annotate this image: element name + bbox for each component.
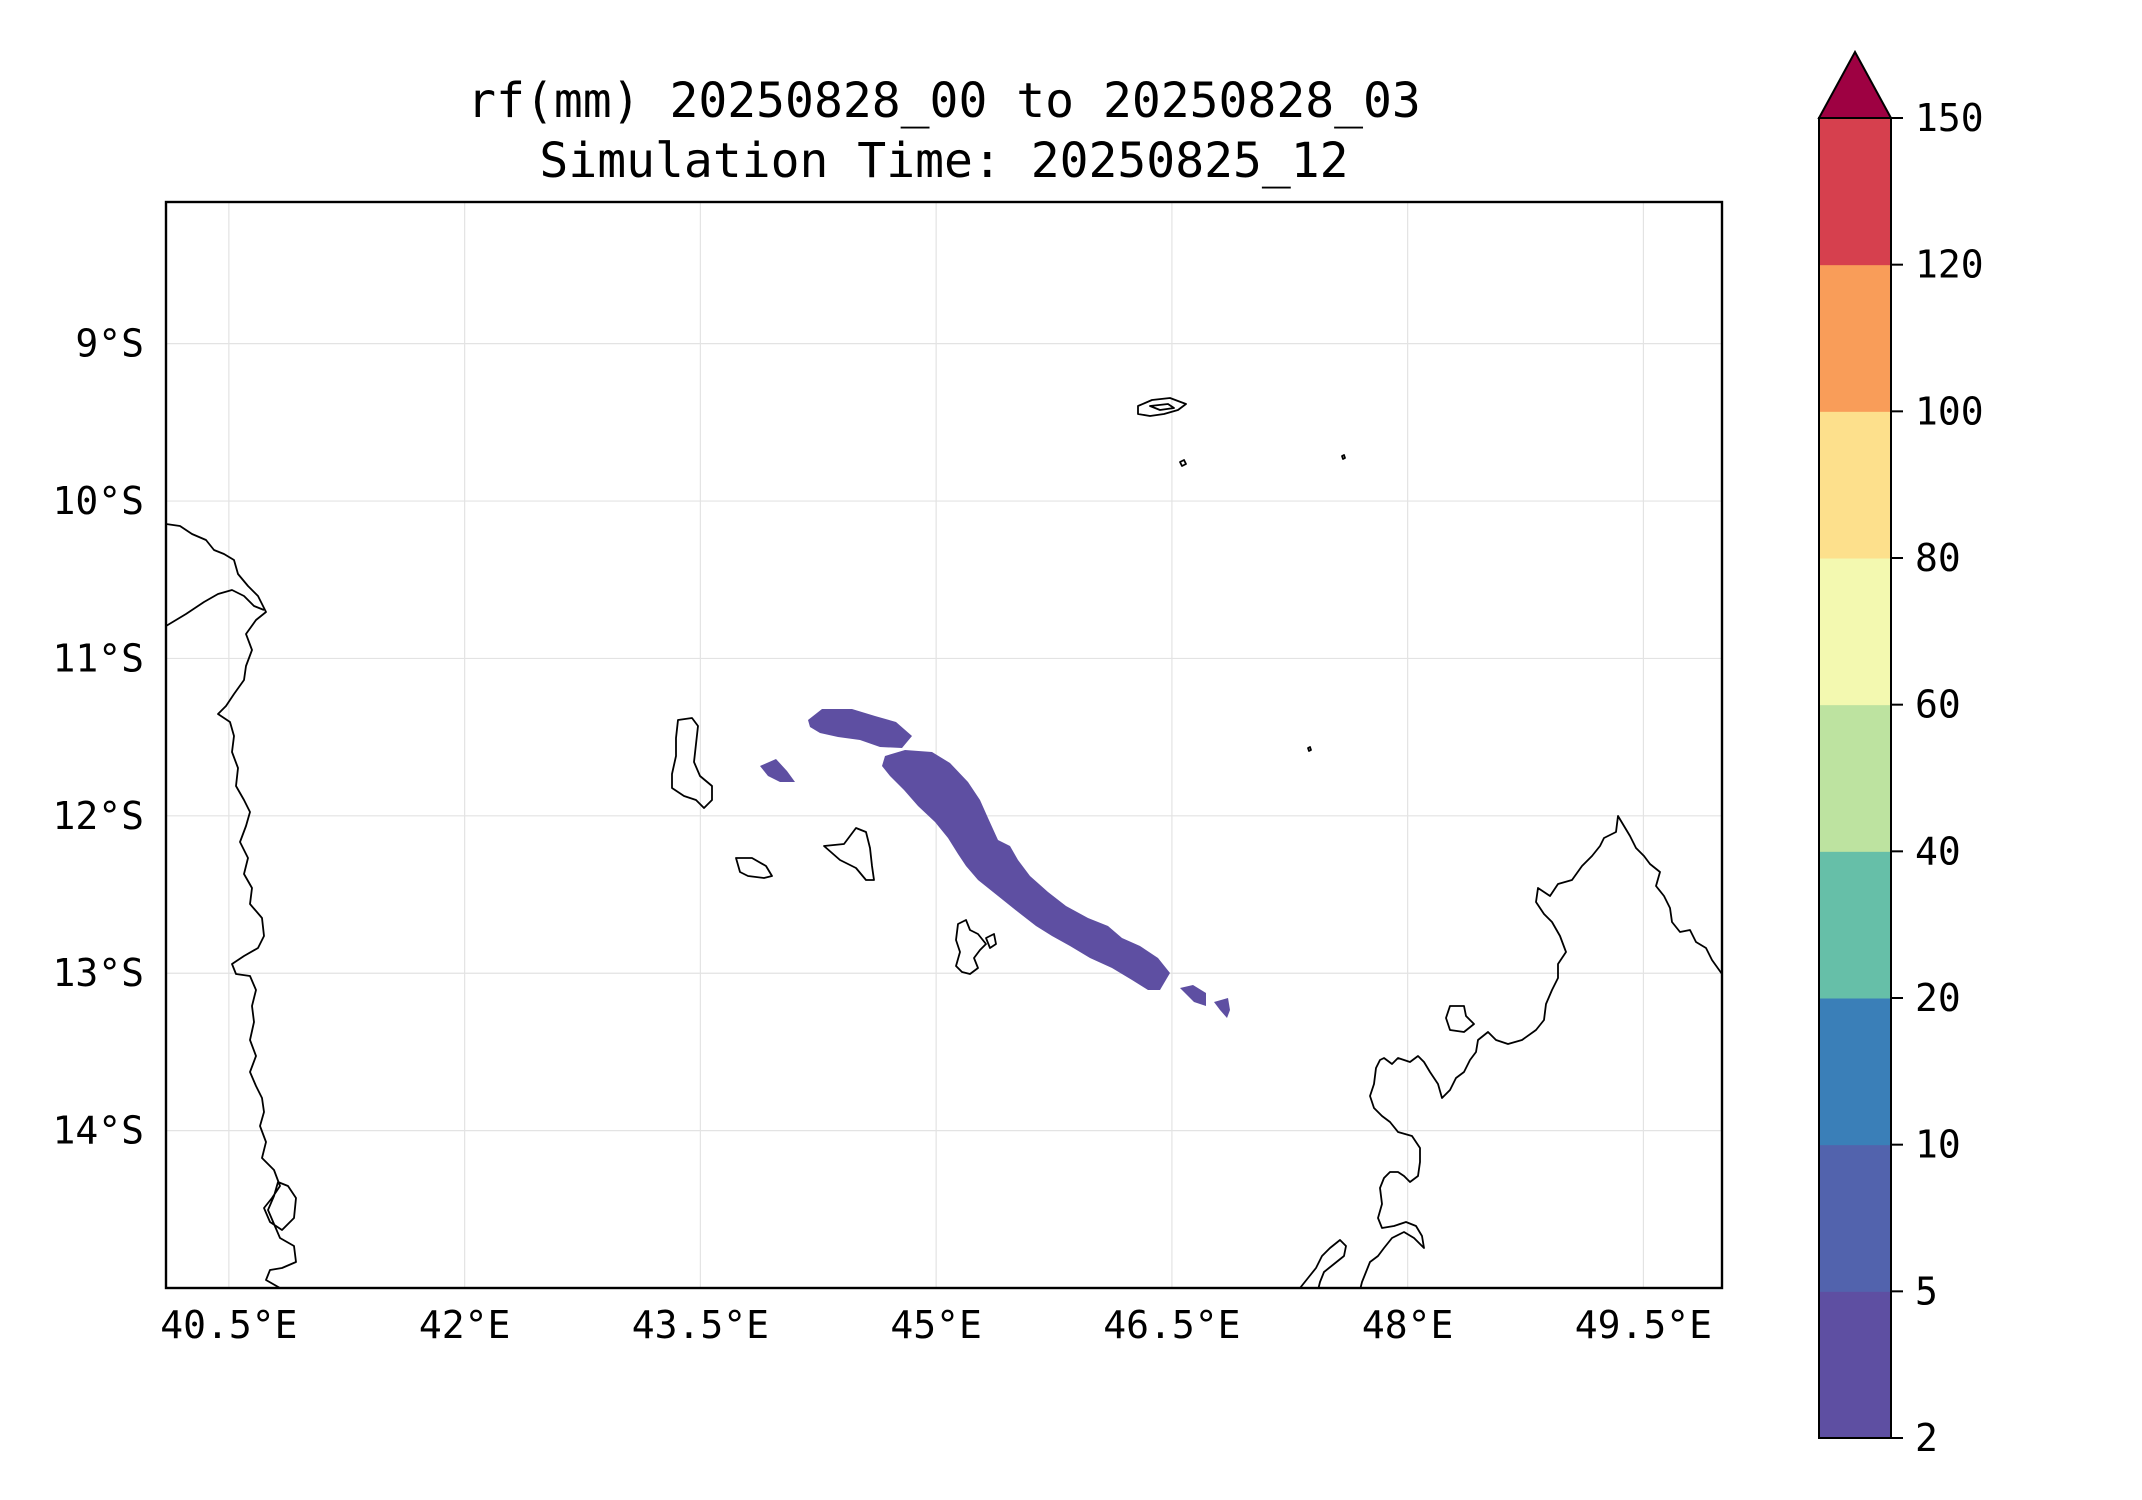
colorbar-tick-label: 60 (1915, 683, 1961, 727)
colorbar-tick-label: 80 (1915, 536, 1961, 580)
y-tick-label: 10°S (52, 479, 144, 523)
western-rain-cell (760, 759, 795, 782)
island-assumption (1179, 459, 1187, 467)
map-content (166, 397, 1722, 1288)
island-aldabra (1137, 397, 1187, 417)
y-tick-label: 13°S (52, 951, 144, 995)
rain-bands (760, 709, 1230, 1018)
x-tick-label: 46.5°E (1103, 1303, 1240, 1347)
x-tick-label: 43.5°E (632, 1303, 769, 1347)
colorbar-tick-label: 10 (1915, 1123, 1961, 1167)
colorbar-tick-label: 150 (1915, 96, 1984, 140)
island-pamanzi (985, 933, 997, 949)
island-moheli (735, 857, 773, 879)
y-tick-label: 12°S (52, 794, 144, 838)
y-tick-label: 14°S (52, 1109, 144, 1153)
colorbar-frame (1818, 117, 1892, 1439)
figure-subtitle: Simulation Time: 20250825_12 (539, 133, 1349, 189)
y-tick-label: 11°S (52, 636, 144, 680)
colorbar-segment (1819, 558, 1891, 706)
islet-astove (1341, 454, 1346, 460)
colorbar-segment (1819, 118, 1891, 266)
northern-rain-cell (808, 709, 912, 748)
longitude-ticks: 40.5°E 42°E 43.5°E 45°E 46.5°E 48°E 49.5°E (160, 1303, 1712, 1347)
main-rain-band (882, 750, 1170, 990)
colorbar-tick-label: 120 (1915, 243, 1984, 287)
islet-glorieuses (1307, 746, 1312, 752)
colorbar-tick-label: 20 (1915, 976, 1961, 1020)
colorbar-tick-label: 100 (1915, 389, 1984, 433)
coastline-madagascar-south (1299, 1239, 1347, 1288)
coastline-madagascar (1359, 815, 1722, 1288)
colorbar-segment (1819, 1144, 1891, 1292)
colorbar-segments (1819, 118, 1891, 1439)
figure-title: rf(mm) 20250828_00 to 20250828_03 (467, 73, 1421, 129)
map-axes-frame (164, 200, 1724, 1290)
southeastern-rain-cell-1 (1180, 985, 1206, 1006)
island-mayotte (955, 919, 987, 975)
island-nosy-be (1445, 1005, 1475, 1033)
x-tick-label: 45°E (890, 1303, 982, 1347)
colorbar-tick-label: 2 (1915, 1416, 1938, 1460)
colorbar: 2 5 10 20 40 60 80 100 120 150 (1817, 49, 1984, 1460)
colorbar-segment (1819, 851, 1891, 999)
x-tick-label: 48°E (1362, 1303, 1454, 1347)
colorbar-tick-label: 5 (1915, 1269, 1938, 1313)
coastline-west-mainland (166, 523, 297, 1288)
colorbar-extend-arrow (1817, 49, 1893, 119)
colorbar-tick-label: 40 (1915, 829, 1961, 873)
x-tick-label: 40.5°E (160, 1303, 297, 1347)
coastlines (166, 397, 1722, 1288)
latitude-ticks: 9°S 10°S 11°S 12°S 13°S 14°S (52, 322, 144, 1153)
colorbar-segment (1819, 411, 1891, 559)
gridlines (166, 202, 1722, 1288)
x-tick-label: 49.5°E (1575, 1303, 1712, 1347)
colorbar-segment (1819, 704, 1891, 852)
x-tick-label: 42°E (419, 1303, 511, 1347)
southeastern-rain-cell-2 (1214, 998, 1230, 1018)
colorbar-segment (1819, 998, 1891, 1146)
colorbar-segment (1819, 1291, 1891, 1439)
y-tick-label: 9°S (75, 322, 144, 366)
colorbar-segment (1819, 264, 1891, 412)
island-grande-comore (671, 717, 713, 809)
island-anjouan (823, 827, 875, 881)
coastline-west-north (166, 589, 265, 627)
colorbar-ticks: 2 5 10 20 40 60 80 100 120 150 (1891, 96, 1984, 1460)
